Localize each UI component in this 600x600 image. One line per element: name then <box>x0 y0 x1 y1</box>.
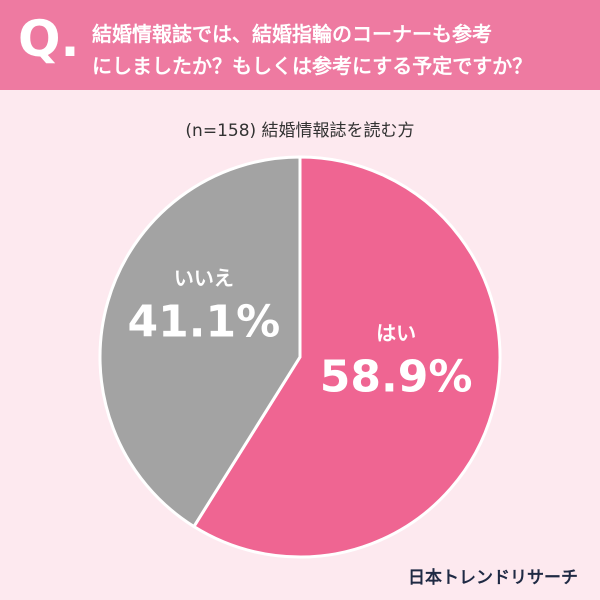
source: 日本トレンドリサーチ <box>408 568 578 588</box>
slice-label: いいえ <box>174 266 234 290</box>
value-label: 41.1% <box>128 296 281 347</box>
header: Q. 結婚情報誌では、結婚指輪のコーナーも参考 にしましたか？もしくは参考にする… <box>0 0 600 90</box>
value-label: 58.9% <box>320 352 473 403</box>
title-line: にしましたか？もしくは参考にする予定ですか？ <box>92 54 533 78</box>
slice-label: はい <box>376 321 416 345</box>
title-line: 結婚情報誌では、結婚指輪のコーナーも参考 <box>92 22 492 46</box>
subtitle: (n=158) 結婚情報誌を読む方 <box>185 121 415 141</box>
pie-slice <box>98 155 302 529</box>
question-label: Q. <box>18 10 80 68</box>
pie-slice <box>191 155 502 559</box>
